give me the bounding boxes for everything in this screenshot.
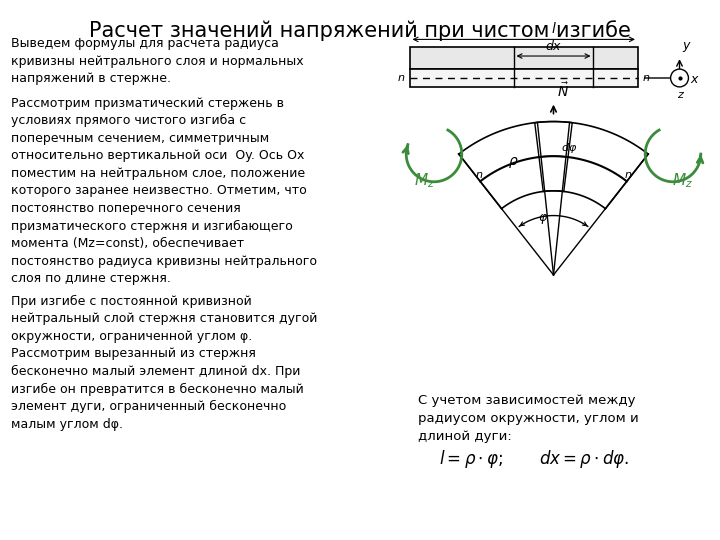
Text: $n$: $n$ <box>642 73 650 83</box>
Text: $\rho$: $\rho$ <box>508 155 518 170</box>
Text: $\varphi$: $\varphi$ <box>538 212 548 226</box>
Text: $x$: $x$ <box>690 73 701 86</box>
Text: $l = \rho \cdot \varphi;$: $l = \rho \cdot \varphi;$ <box>439 448 503 470</box>
Circle shape <box>670 69 688 87</box>
Text: С учетом зависимостей между
радиусом окружности, углом и
длиной дуги:: С учетом зависимостей между радиусом окр… <box>418 394 639 443</box>
Text: Рассмотрим призматический стержень в
условиях прямого чистого изгиба с
поперечны: Рассмотрим призматический стержень в усл… <box>11 97 317 285</box>
Text: $dx = \rho \cdot d\varphi.$: $dx = \rho \cdot d\varphi.$ <box>539 448 629 470</box>
Bar <box>410 69 638 87</box>
Text: $d\varphi$: $d\varphi$ <box>562 141 577 156</box>
Text: $M_z$: $M_z$ <box>672 171 693 190</box>
Text: Расчет значений напряжений при чистом изгибе: Расчет значений напряжений при чистом из… <box>89 21 631 42</box>
Text: $n$: $n$ <box>475 170 483 180</box>
Text: $n$: $n$ <box>397 73 405 83</box>
Text: $n$: $n$ <box>624 170 632 180</box>
Text: Выведем формулы для расчета радиуса
кривизны нейтрального слоя и нормальных
напр: Выведем формулы для расчета радиуса крив… <box>11 37 303 85</box>
Text: $\vec{N}$: $\vec{N}$ <box>557 81 570 100</box>
Text: $M_z$: $M_z$ <box>413 171 435 190</box>
Text: $dx$: $dx$ <box>545 39 562 53</box>
Text: При изгибе с постоянной кривизной
нейтральный слой стержня становится дугой
окру: При изгибе с постоянной кривизной нейтра… <box>11 295 317 431</box>
Text: $l$: $l$ <box>551 22 557 36</box>
Bar <box>410 48 638 69</box>
Text: $y$: $y$ <box>682 40 691 54</box>
Text: $z$: $z$ <box>678 90 685 100</box>
